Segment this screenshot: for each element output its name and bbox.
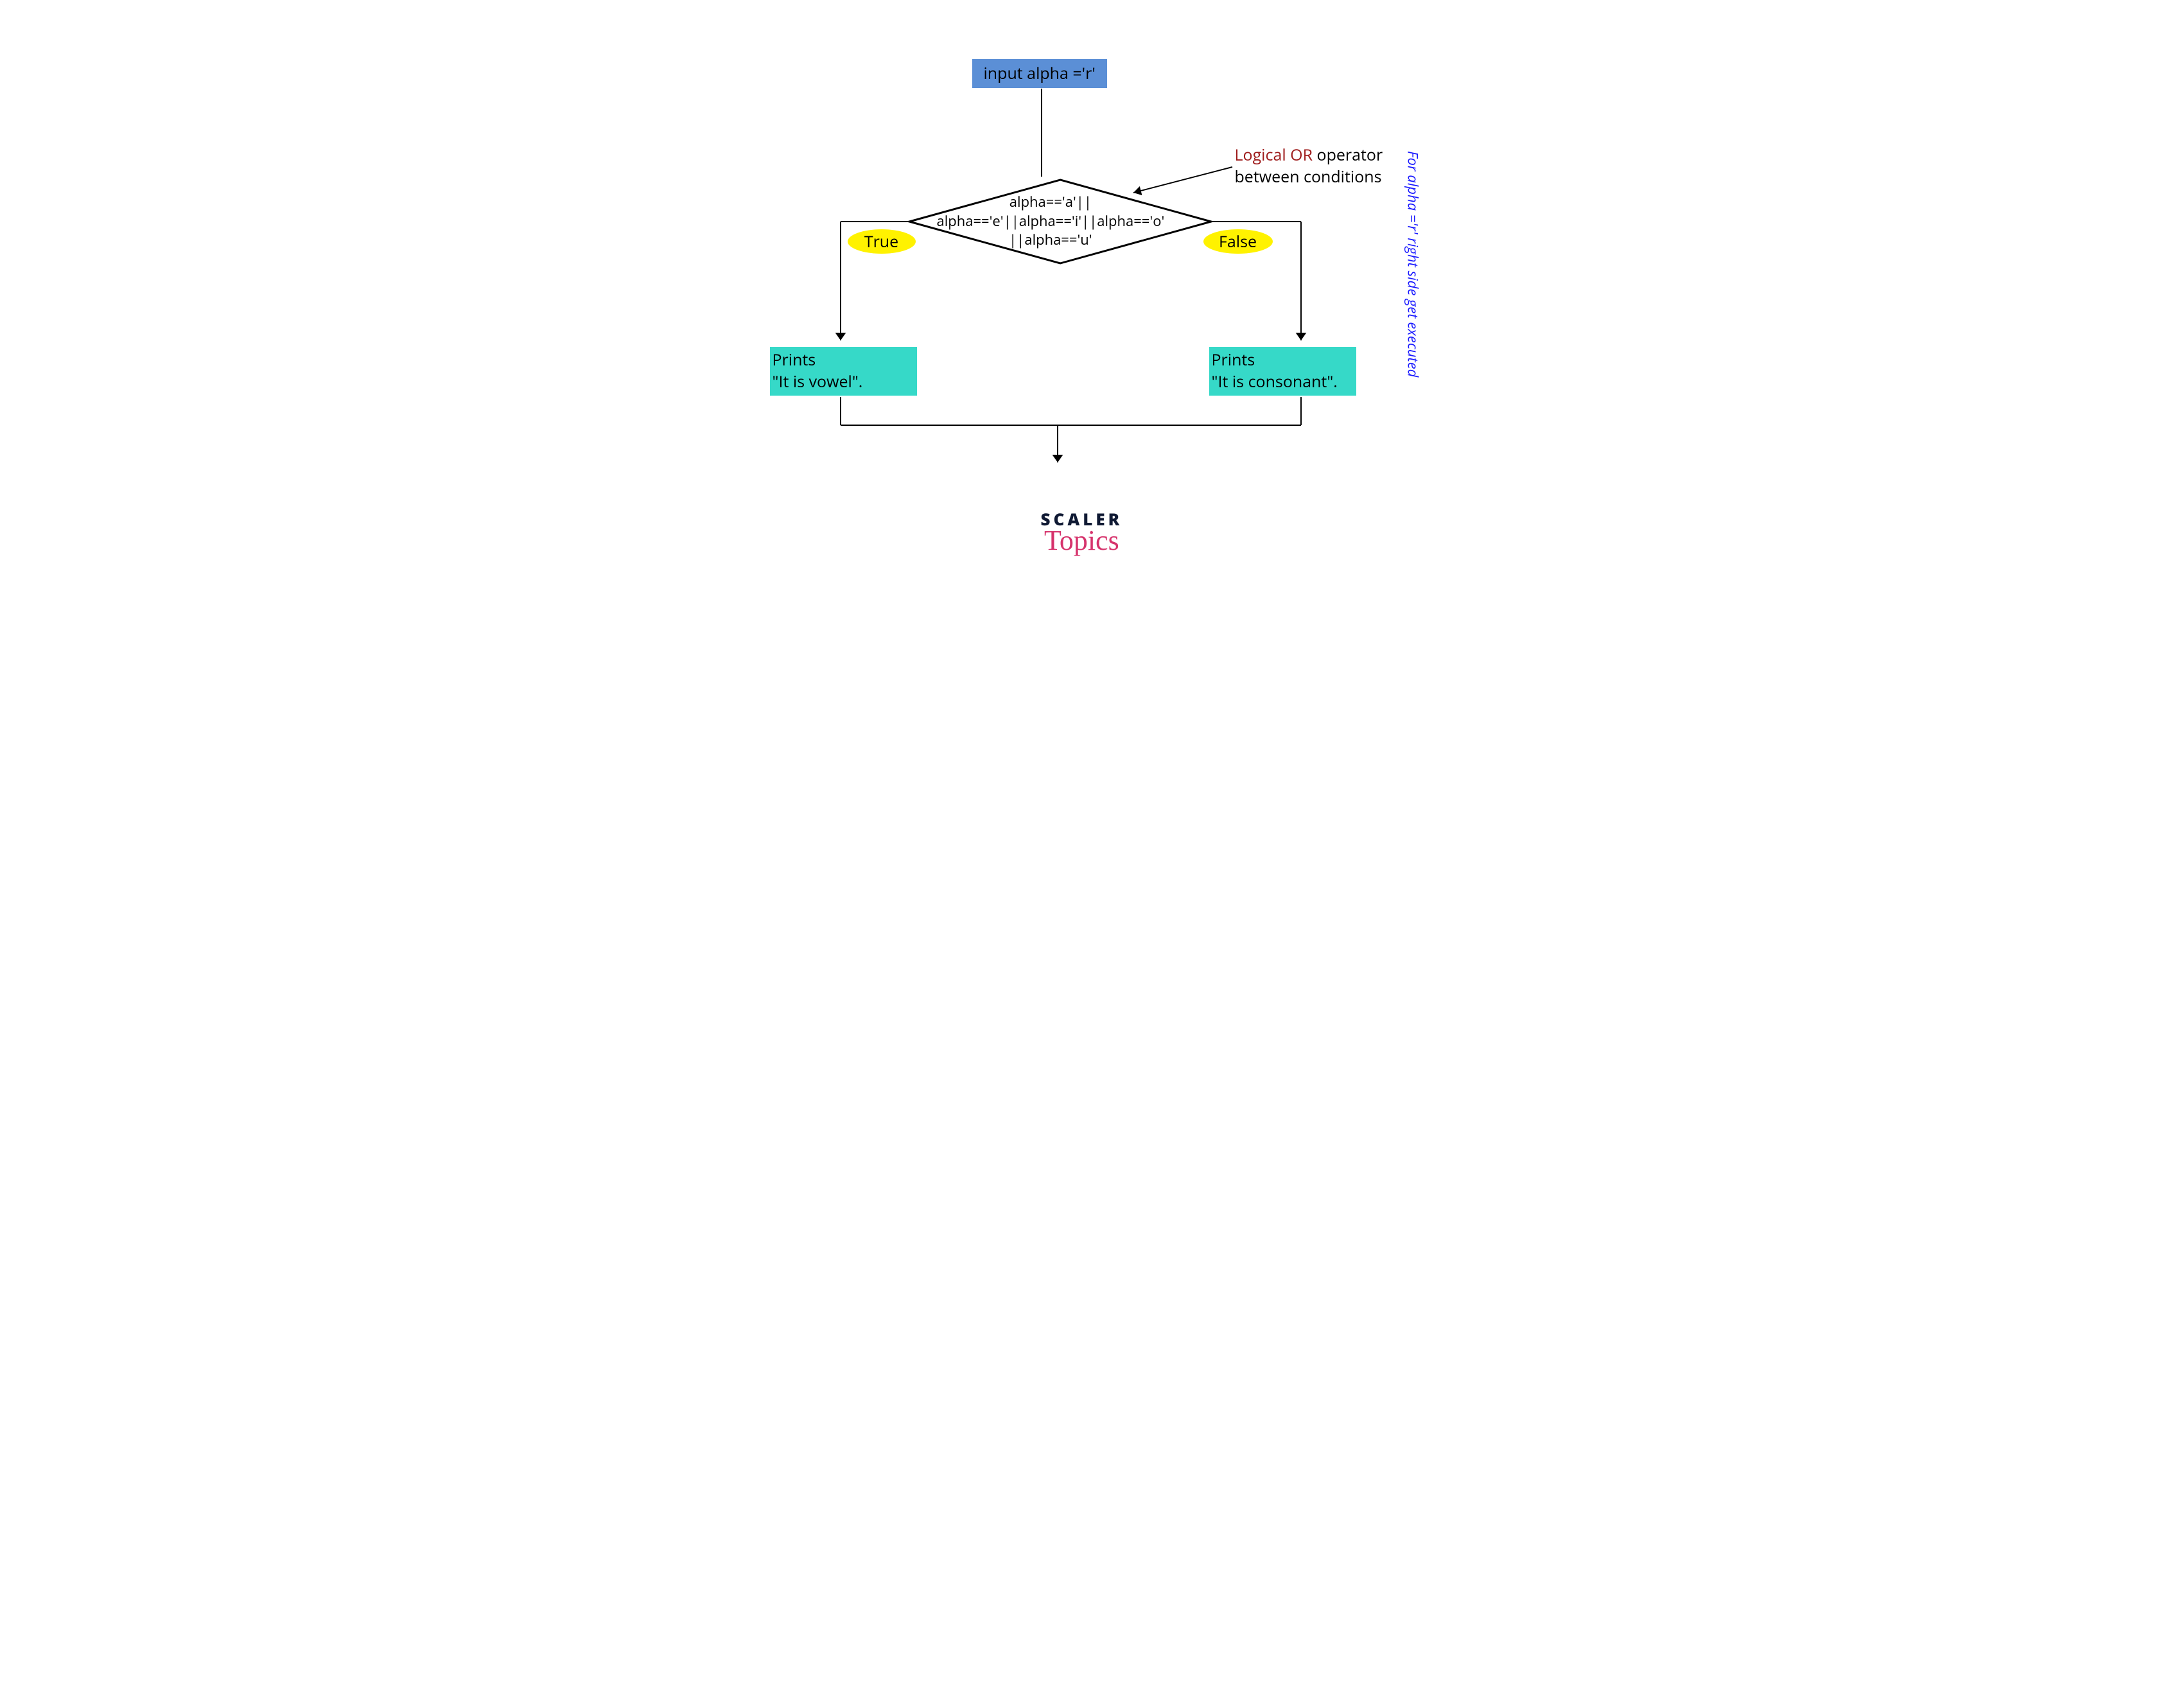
false-label: False (1203, 229, 1273, 254)
logo-line2: Topics (1041, 524, 1123, 557)
output-consonant: Prints "It is consonant". (1209, 347, 1356, 396)
annotation-logical-or: Logical OR operatorbetween conditions (1235, 145, 1383, 188)
true-label: True (848, 229, 916, 254)
input-node: input alpha ='r' (972, 59, 1107, 88)
output-vowel: Prints "It is vowel". (770, 347, 917, 396)
scaler-topics-logo: SCALER Topics (1041, 507, 1123, 557)
sidenote-vertical: For alpha ='r' right side get executed (1404, 151, 1423, 377)
decision-node-text: alpha=='a'|| alpha=='e'||alpha=='i'||alp… (937, 193, 1165, 250)
flowchart-canvas: input alpha ='r' alpha=='a'|| alpha=='e'… (707, 0, 1478, 597)
